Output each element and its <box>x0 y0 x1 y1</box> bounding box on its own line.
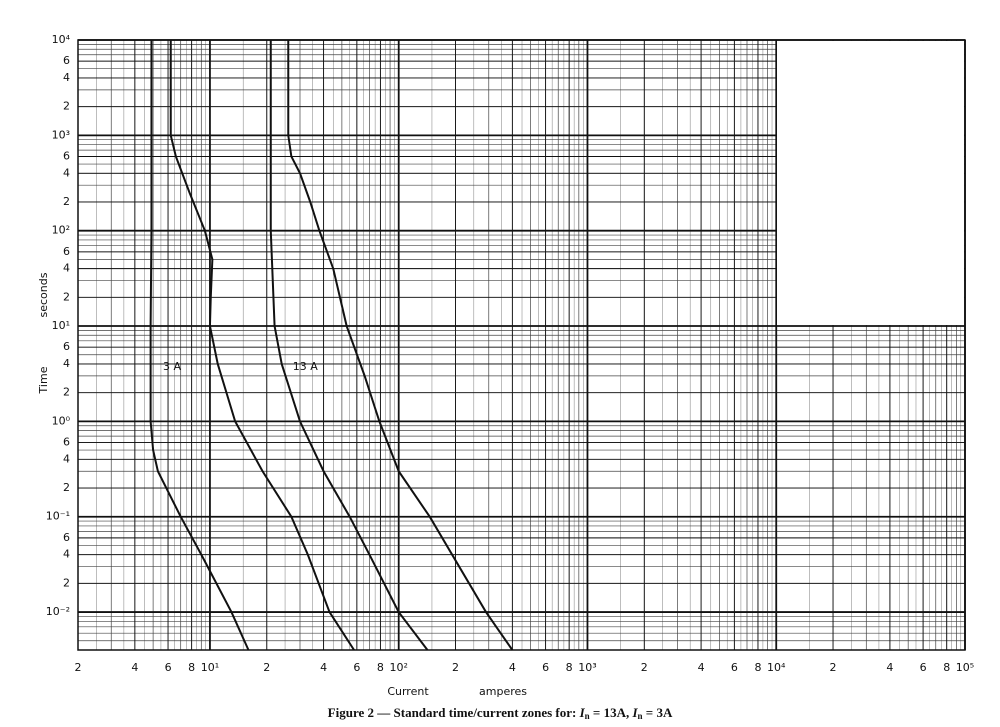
y-tick-label: 6 <box>63 436 70 449</box>
x-axis-label: Current <box>387 685 429 698</box>
caption-part: Figure 2 — Standard time/current zones f… <box>328 705 580 720</box>
x-tick-label: 6 <box>920 661 927 674</box>
x-tick-label: 2 <box>452 661 459 674</box>
y-tick-label: 2 <box>63 481 70 494</box>
caption-part: I <box>579 705 586 720</box>
x-tick-label: 8 <box>377 661 384 674</box>
y-tick-label: 2 <box>63 100 70 113</box>
x-tick-label: 10² <box>389 661 407 674</box>
x-tick-label: 8 <box>566 661 573 674</box>
plot-frame <box>77 39 966 651</box>
y-tick-label: 6 <box>63 149 70 162</box>
y-tick-label: 2 <box>63 386 70 399</box>
curve <box>269 40 429 651</box>
x-tick-label: 6 <box>731 661 738 674</box>
caption: Figure 2 — Standard time/current zones f… <box>328 705 673 721</box>
foreground: 2 4 6 8 10¹ 2 4 6 8 10² 2 4 6 8 10³ 2 4 6 8 10⁴ 2 4 6 8 10⁵ 10⁴ 6 4… <box>46 33 974 674</box>
x-tick-label: 6 <box>353 661 360 674</box>
x-tick-label: 4 <box>131 661 138 674</box>
annotation: 13 A <box>293 360 318 373</box>
x-tick-label: 10¹ <box>201 661 219 674</box>
x-tick-label: 4 <box>320 661 327 674</box>
x-tick-label: 4 <box>509 661 516 674</box>
caption-part: I <box>631 705 638 720</box>
curve <box>287 40 514 651</box>
x-tick-label: 10³ <box>578 661 596 674</box>
x-tick-label: 10⁴ <box>767 661 786 674</box>
caption-part: n <box>638 711 643 721</box>
y-tick-label: 10⁰ <box>52 414 71 427</box>
y-tick-label: 6 <box>63 531 70 544</box>
y-tick-label: 6 <box>63 245 70 258</box>
y-tick-label: 10² <box>52 224 70 237</box>
y-tick-label: 10⁻² <box>46 605 70 618</box>
x-tick-label: 10⁵ <box>956 661 974 674</box>
y-tick-label: 4 <box>63 452 70 465</box>
x-tick-label: 8 <box>754 661 761 674</box>
y-tick-label: 10³ <box>52 128 70 141</box>
y-tick-label: 4 <box>63 166 70 179</box>
y-tick-label: 2 <box>63 290 70 303</box>
annotation: 3 A <box>163 360 181 373</box>
curve <box>169 40 355 651</box>
y-axis-unit: seconds <box>37 272 50 317</box>
y-tick-label: 2 <box>63 576 70 589</box>
y-tick-label: 4 <box>63 71 70 84</box>
y-tick-label: 6 <box>63 340 70 353</box>
y-axis-label: Time <box>37 366 50 394</box>
blank-region <box>777 41 964 325</box>
x-tick-label: 2 <box>263 661 270 674</box>
x-axis-unit: amperes <box>479 685 527 698</box>
x-tick-label: 4 <box>698 661 705 674</box>
y-tick-label: 6 <box>63 54 70 67</box>
x-tick-label: 2 <box>641 661 648 674</box>
y-tick-label: 2 <box>63 195 70 208</box>
caption-part: = 3A <box>643 705 673 720</box>
y-tick-label: 10¹ <box>52 319 70 332</box>
y-tick-label: 4 <box>63 548 70 561</box>
y-tick-label: 4 <box>63 262 70 275</box>
x-tick-label: 6 <box>542 661 549 674</box>
caption-part: n <box>585 711 590 721</box>
caption-part: = 13A, <box>590 705 633 720</box>
y-tick-label: 10⁻¹ <box>46 510 70 523</box>
x-tick-label: 8 <box>943 661 950 674</box>
y-tick-label: 4 <box>63 357 70 370</box>
x-tick-label: 6 <box>165 661 172 674</box>
x-tick-label: 2 <box>75 661 82 674</box>
curve <box>149 40 250 651</box>
y-tick-label: 10⁴ <box>52 33 71 46</box>
x-tick-label: 4 <box>886 661 893 674</box>
x-tick-label: 2 <box>830 661 837 674</box>
x-tick-label: 8 <box>188 661 195 674</box>
